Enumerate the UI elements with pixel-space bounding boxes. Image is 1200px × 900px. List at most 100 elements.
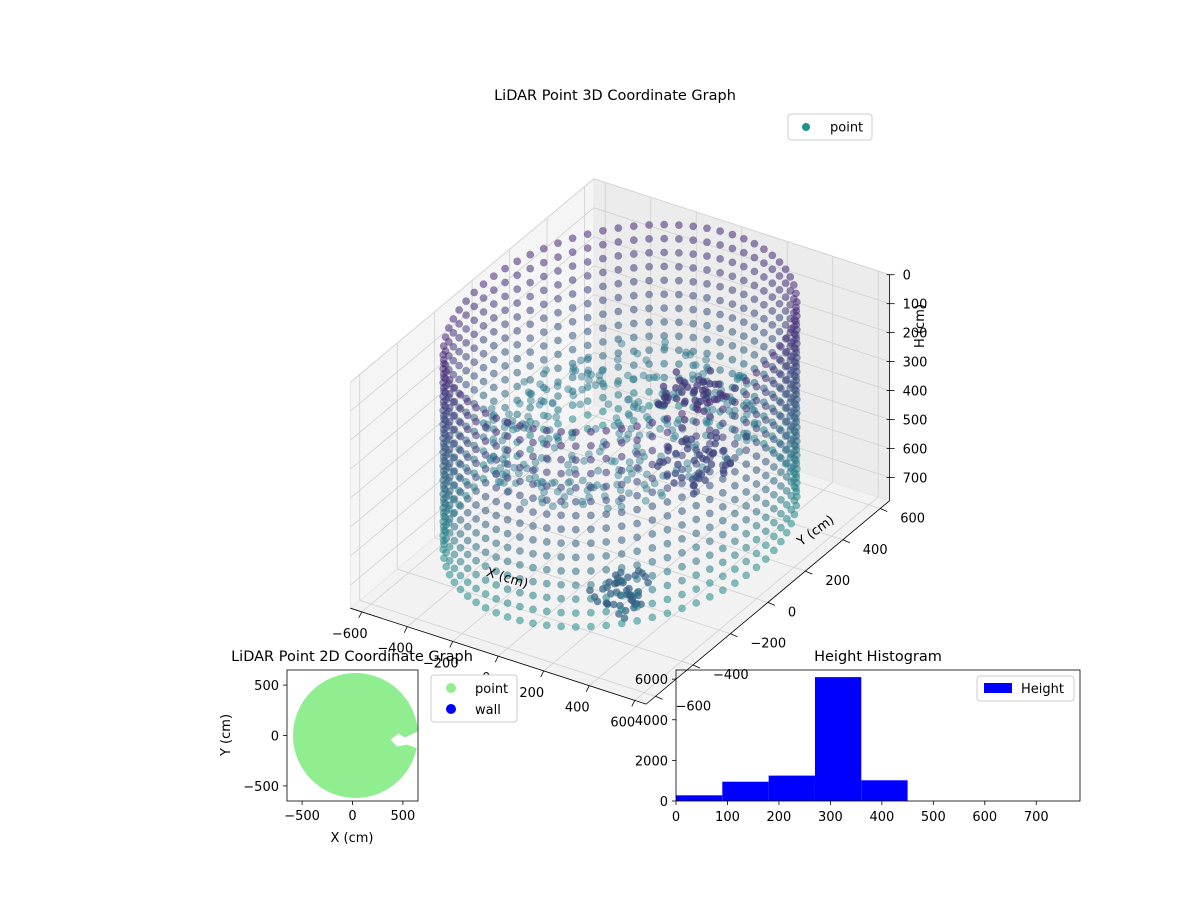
chart-3d-point (463, 411, 472, 420)
chart-3d-point (675, 235, 683, 243)
chart-3d-point (503, 474, 512, 482)
chart-3d-point (587, 567, 595, 575)
chart-3d-point (787, 338, 796, 347)
chart-3d-point (692, 404, 701, 413)
chart-3d-point (516, 533, 524, 541)
chart-3d-point (770, 532, 778, 541)
chart-3d-point (742, 515, 751, 524)
chart-3d-point (462, 380, 470, 389)
chart-3d-point (516, 519, 524, 528)
chart-3d-point (578, 476, 587, 485)
chart-3d-point (492, 595, 501, 603)
chart-3d-point (542, 496, 551, 505)
chart-3d-point (456, 585, 465, 594)
chart-3d-point (644, 578, 652, 587)
chart-3d-point (463, 564, 472, 573)
chart-3d-point (684, 472, 693, 481)
chart-3d-point (599, 268, 607, 277)
chart-3d-point (472, 598, 480, 607)
chart-3d-point (718, 530, 727, 539)
chart-3d-point (481, 604, 490, 612)
chart-3d-point (442, 521, 451, 529)
chart-3d-point (489, 313, 498, 322)
chart-3d-point (623, 475, 632, 484)
chart-3d-point (705, 537, 714, 546)
chart-3d-point (617, 466, 626, 475)
chart-2d-legend-wall-marker (446, 704, 456, 714)
chart-3d-point (479, 349, 488, 358)
chart-3d-point (527, 389, 536, 398)
chart-3d-point (718, 586, 727, 595)
chart-3d-point (450, 397, 459, 406)
chart-3d-point (761, 374, 770, 383)
chart-3d-point (456, 571, 465, 580)
chart-3d-point (539, 314, 548, 323)
chart-3d-point (472, 515, 480, 523)
chart-3d-point (770, 379, 778, 388)
chart-3d-point (752, 368, 761, 377)
chart-3d-point (587, 525, 595, 534)
chart-3d-point (678, 548, 686, 557)
chart-3d-point (492, 511, 501, 520)
chart-3d-point (625, 458, 634, 467)
chart-3d-point (624, 573, 632, 582)
chart-3d-point (505, 410, 513, 419)
chart-3d-point (703, 279, 711, 288)
chart-3d-point (503, 613, 512, 621)
chart-3d-point (742, 543, 751, 552)
chart-3d-point (716, 254, 724, 263)
chart-3d-point (503, 446, 512, 455)
chart-3d-point (481, 464, 490, 473)
chart-3d-point (611, 457, 619, 466)
chart-3d-point (775, 285, 784, 294)
chart-3d-point (455, 306, 463, 314)
chart-3d-point (442, 451, 451, 460)
chart-3d-point (542, 385, 551, 394)
chart-3d-point (503, 599, 512, 607)
chart-3d-point (440, 359, 448, 368)
chart-3d-point (617, 577, 626, 586)
chart-3d-point (770, 435, 778, 444)
chart-3d-point (705, 593, 714, 601)
chart-3d-point (557, 622, 565, 631)
chart-3d-point (692, 571, 701, 579)
chart-3d-point (622, 434, 631, 443)
chart-3d-ytick-label: −400 (713, 668, 749, 683)
chart-3d-point (659, 382, 668, 391)
chart-3d-point (614, 224, 623, 232)
chart-3d-point (550, 478, 559, 487)
chart-3d-point (705, 447, 713, 456)
chart-3d-point (516, 463, 524, 472)
chart-3d-point (645, 276, 653, 285)
chart-3d-point (599, 407, 607, 416)
chart-3d-point (633, 533, 641, 542)
chart-3d-point (565, 468, 574, 477)
chart-3d-point (663, 456, 672, 465)
chart-3d-point (742, 390, 751, 399)
chart-3d-point (463, 494, 472, 503)
chart-3d-point (537, 435, 546, 443)
chart-3d-point (760, 328, 768, 337)
chart-3d-point (787, 366, 796, 375)
chart-3d-point (787, 477, 796, 486)
chart-3d-point (449, 370, 458, 379)
chart-3d-point (602, 482, 611, 491)
chart-3d-point (718, 572, 727, 581)
chart-3d-point (571, 456, 580, 464)
histogram-ytick-label: 2000 (635, 754, 668, 769)
chart-3d-point (479, 377, 488, 386)
chart-3d-point (580, 456, 589, 465)
chart-3d-xtick-label: 400 (565, 701, 590, 716)
chart-3d-point (629, 347, 638, 356)
chart-3d-point (542, 482, 551, 491)
chart-3d-point (472, 403, 480, 412)
chart-3d-point (663, 595, 672, 604)
chart-3d-xtick-label: −200 (423, 656, 459, 671)
chart-3d-ztick-label: 400 (903, 385, 928, 400)
chart-3d-point (492, 497, 501, 506)
chart-3d-point (614, 377, 623, 385)
chart-3d-point (529, 536, 537, 544)
chart-3d-point (742, 571, 751, 580)
chart-3d-point (718, 475, 727, 483)
chart-3d-point (614, 265, 623, 274)
